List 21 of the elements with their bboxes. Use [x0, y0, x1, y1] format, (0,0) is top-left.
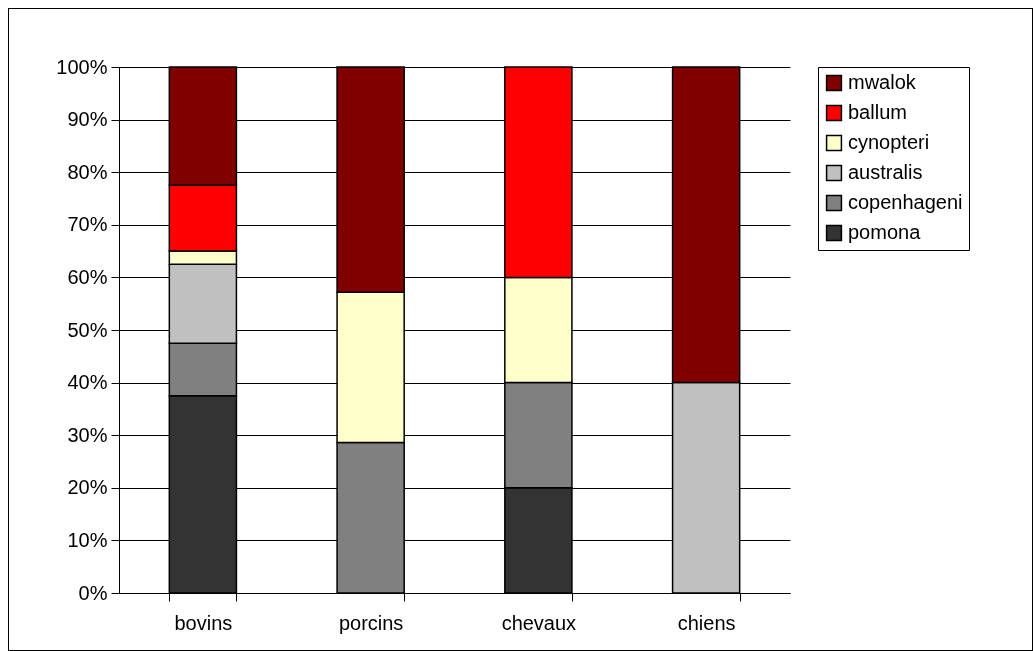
legend-label: ballum — [848, 101, 907, 123]
legend-label: australis — [848, 161, 923, 183]
y-tick-label: 0% — [78, 581, 108, 604]
y-tick-label: 50% — [67, 318, 108, 341]
x-tick-label: chevaux — [501, 611, 577, 634]
y-tick-label: 10% — [67, 528, 108, 551]
y-tick-label: 20% — [67, 476, 108, 499]
x-tick-label: porcins — [338, 611, 404, 634]
y-tick-label: 40% — [67, 371, 108, 394]
y-tick-label: 60% — [67, 265, 108, 288]
legend-label: copenhageni — [848, 191, 963, 213]
y-tick-label: 70% — [67, 213, 108, 236]
legend-label: mwalok — [848, 71, 917, 93]
y-tick-label: 100% — [56, 55, 108, 78]
y-tick-label: 30% — [67, 423, 108, 446]
x-tick-label: chiens — [677, 611, 736, 634]
x-tick-label: bovins — [174, 611, 233, 634]
legend-label: cynopteri — [848, 131, 930, 153]
y-tick-label: 90% — [67, 108, 108, 131]
y-tick-label: 80% — [67, 160, 108, 183]
legend-label: pomona — [848, 221, 922, 243]
